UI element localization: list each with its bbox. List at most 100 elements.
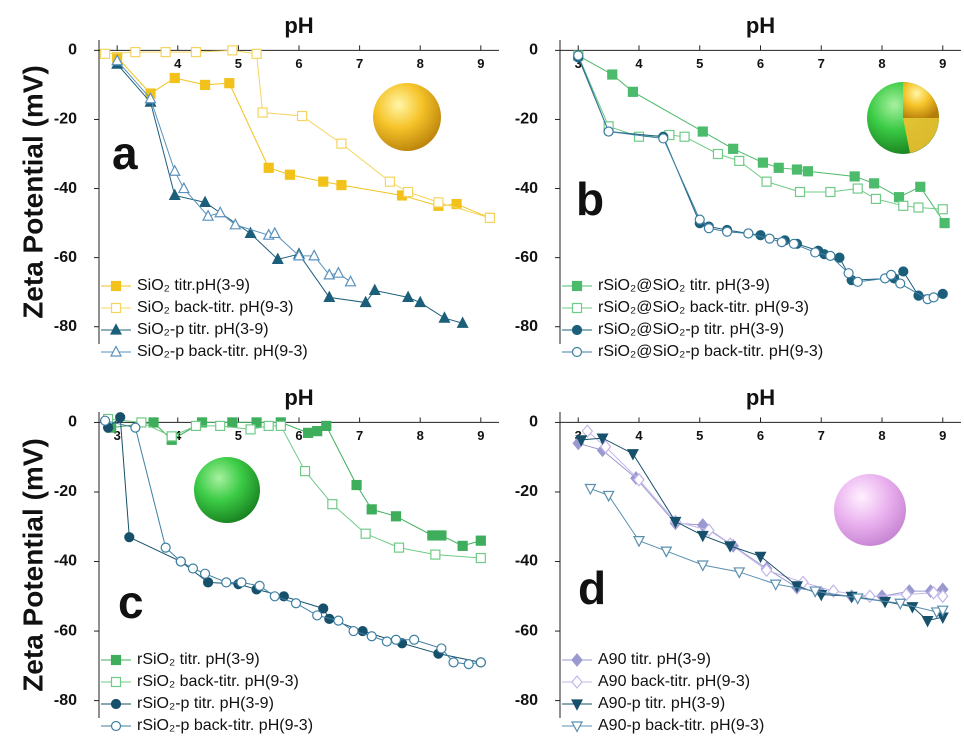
marker xyxy=(694,214,705,225)
marker xyxy=(433,197,444,208)
marker xyxy=(886,269,897,281)
sphere-sio2 xyxy=(373,83,441,151)
marker xyxy=(734,155,745,167)
marker xyxy=(409,634,420,645)
marker xyxy=(869,178,880,189)
x-tick-label: 6 xyxy=(295,56,302,71)
marker xyxy=(703,223,714,234)
marker xyxy=(263,420,274,432)
marker xyxy=(268,226,281,239)
legend-marker xyxy=(110,280,122,292)
y-tick-label: -60 xyxy=(515,622,538,639)
legend-label: rSiO₂ back-titr. pH(9-3) xyxy=(137,673,299,690)
y-tick-label: -80 xyxy=(515,692,538,709)
legend-label: A90 titr. pH(3-9) xyxy=(598,651,711,668)
marker xyxy=(728,143,739,154)
chart-title: pH xyxy=(746,385,775,410)
panel-letter: a xyxy=(112,127,138,179)
chart-title: pH xyxy=(284,13,313,38)
legend-marker xyxy=(110,654,122,666)
marker xyxy=(269,591,280,602)
marker xyxy=(927,585,940,600)
marker xyxy=(312,426,323,437)
marker xyxy=(318,176,329,187)
marker xyxy=(302,427,314,438)
y-tick-label: -80 xyxy=(515,318,538,335)
marker xyxy=(898,200,909,211)
marker xyxy=(825,186,836,198)
marker xyxy=(484,212,496,224)
legend-marker xyxy=(571,346,583,358)
marker xyxy=(584,483,597,496)
x-tick-label: 5 xyxy=(696,428,703,443)
marker xyxy=(318,603,329,614)
marker xyxy=(721,226,733,237)
marker xyxy=(236,577,247,588)
chart-title: pH xyxy=(284,385,313,410)
x-tick-label: 3 xyxy=(114,428,121,443)
panel: 0 -20 -40 -60 -80 3 4 5 6 7 8 9 pH Zeta Potential (mV… xyxy=(17,385,499,734)
marker xyxy=(898,266,909,277)
marker xyxy=(177,181,190,194)
marker xyxy=(290,598,302,609)
y-tick-label: -40 xyxy=(515,180,538,197)
marker xyxy=(794,186,806,198)
marker xyxy=(99,415,111,426)
legend-label: SiO₂ titr.pH(3-9) xyxy=(137,277,250,294)
legend-marker xyxy=(571,721,583,733)
y-tick-label: -40 xyxy=(54,180,77,197)
marker xyxy=(190,420,202,432)
x-tick-label: 7 xyxy=(818,56,825,71)
marker xyxy=(390,511,402,522)
x-tick-label: 8 xyxy=(417,428,424,443)
marker xyxy=(575,435,588,447)
marker xyxy=(130,422,141,433)
marker xyxy=(697,126,708,137)
y-tick-label: -80 xyxy=(54,692,77,709)
marker xyxy=(475,657,486,668)
marker xyxy=(607,69,618,80)
marker xyxy=(893,192,905,203)
x-tick-label: 7 xyxy=(356,428,363,443)
marker xyxy=(773,162,784,173)
marker xyxy=(366,504,377,515)
legend-marker xyxy=(571,675,583,689)
marker xyxy=(757,157,769,168)
legend-label: SiO₂-p titr. pH(3-9) xyxy=(137,321,269,338)
legend-label: SiO₂-p back-titr. pH(9-3) xyxy=(137,343,308,360)
marker xyxy=(199,79,211,91)
marker xyxy=(936,605,949,617)
marker xyxy=(895,278,906,289)
marker xyxy=(879,596,892,609)
marker xyxy=(724,541,737,553)
marker xyxy=(160,46,171,58)
marker xyxy=(921,616,934,628)
marker xyxy=(626,449,639,461)
marker xyxy=(894,598,907,611)
marker xyxy=(414,295,427,308)
marker xyxy=(402,290,415,302)
legend-marker xyxy=(571,699,583,711)
x-tick-label: 9 xyxy=(477,56,484,71)
marker xyxy=(251,417,262,428)
marker xyxy=(271,252,284,264)
marker xyxy=(864,589,876,604)
marker xyxy=(384,176,396,187)
marker xyxy=(308,249,321,261)
y-tick-label: -20 xyxy=(515,111,538,128)
marker xyxy=(930,607,943,619)
legend-marker xyxy=(110,323,122,335)
marker xyxy=(199,195,212,207)
marker xyxy=(336,138,347,149)
marker xyxy=(360,528,371,539)
y-tick-label: -40 xyxy=(54,553,77,570)
marker xyxy=(227,45,238,56)
marker xyxy=(457,540,468,551)
marker xyxy=(475,552,486,564)
chart-title: pH xyxy=(746,13,775,38)
marker xyxy=(202,209,215,221)
legend-label: rSiO₂-p titr. pH(3-9) xyxy=(137,695,274,712)
y-tick-label: 0 xyxy=(529,414,538,431)
marker xyxy=(669,516,682,529)
marker xyxy=(769,579,782,591)
